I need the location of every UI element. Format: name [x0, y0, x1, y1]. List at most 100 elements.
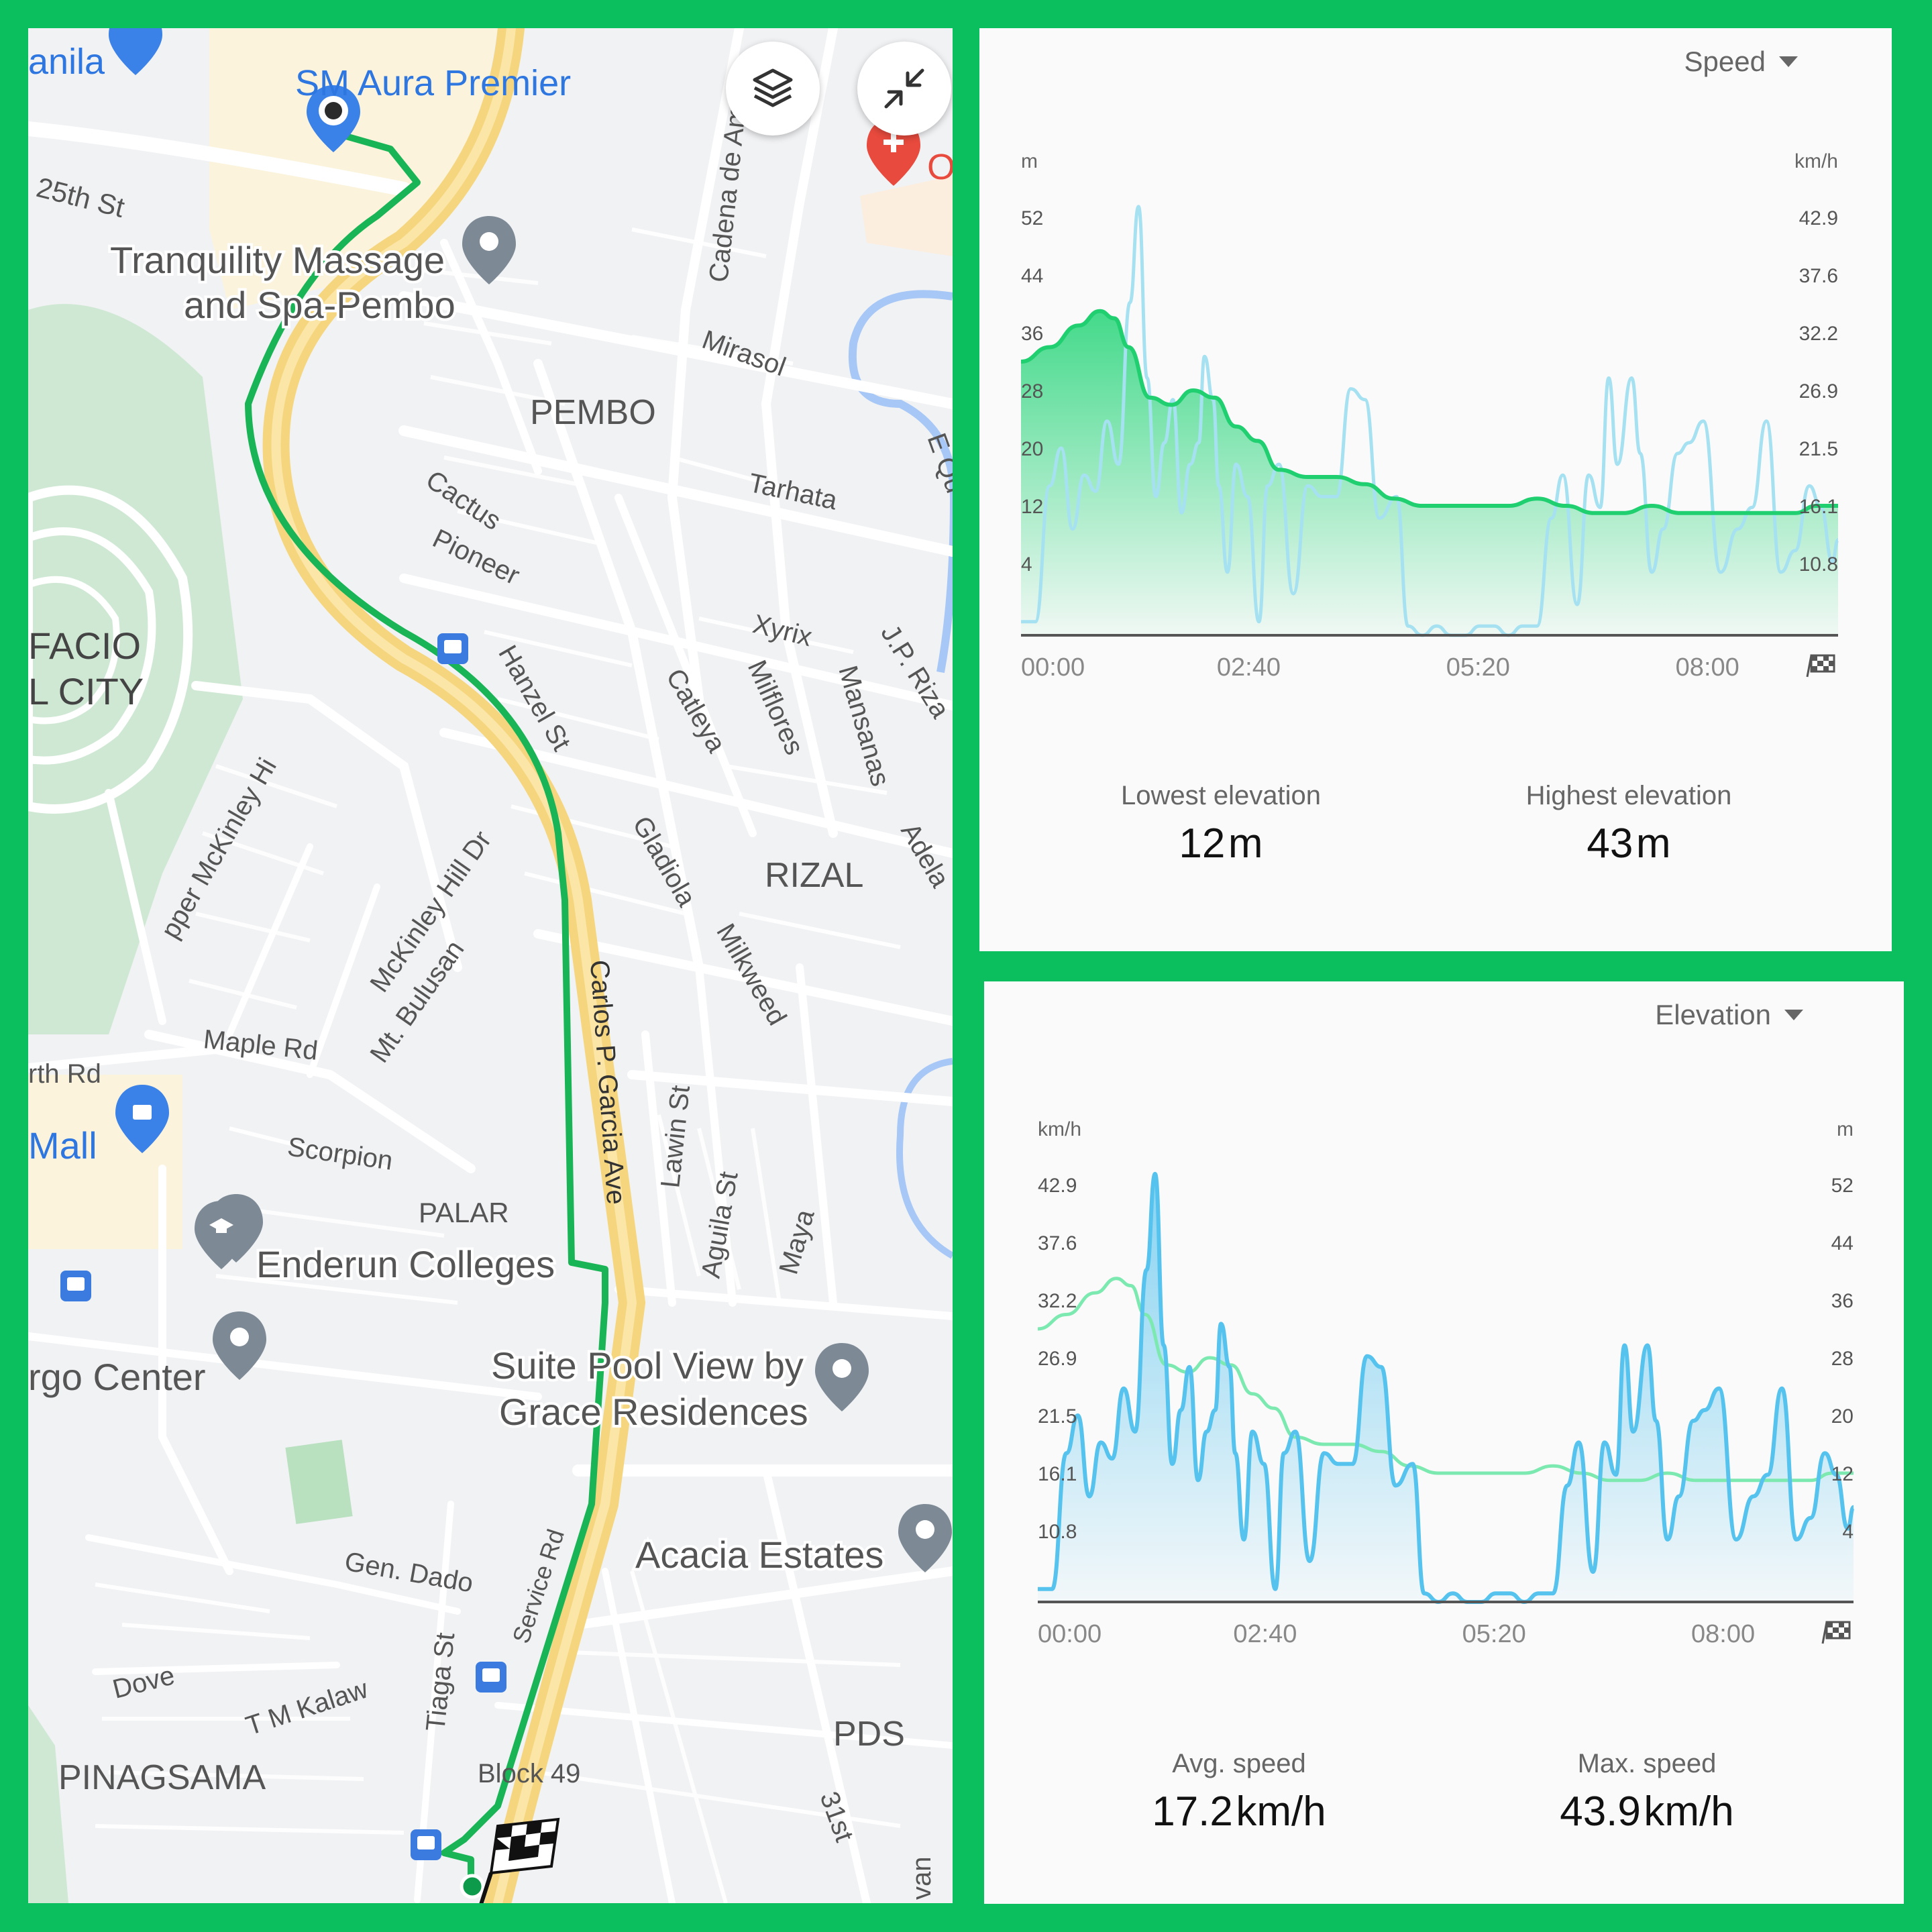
y-left-tick: 4: [1021, 553, 1032, 576]
highway-center: [271, 28, 637, 1903]
y-left-tick: 42.9: [1038, 1175, 1077, 1197]
y-right-tick: 20: [1831, 1405, 1854, 1428]
label-facio: FACIO: [28, 625, 141, 667]
street-xyrix: Xyrix: [750, 609, 815, 652]
collapse-map-button[interactable]: [857, 42, 951, 136]
y-left-tick: 28: [1021, 380, 1043, 402]
layers-icon: [753, 68, 793, 107]
speed-chart-panel: Elevation km/h m 42.9 37.6 32.2 26.9 21.5 16.1 1…: [984, 981, 1904, 1904]
elevation-series-line: [1020, 309, 1838, 515]
label-city: L CITY: [28, 670, 144, 712]
elevation-dropdown[interactable]: Elevation: [1655, 999, 1803, 1031]
x-tick: 00:00: [1021, 653, 1085, 682]
y-right-unit: km/h: [1794, 150, 1838, 172]
shopping-pin-icon[interactable]: [115, 1085, 169, 1153]
label-pembo: PEMBO: [530, 393, 656, 432]
y-right-tick: 21.5: [1799, 438, 1838, 460]
label-pinagsama: PINAGSAMA: [58, 1758, 266, 1797]
street-e-qu: E Qu: [922, 429, 953, 497]
speed-series-line: [1037, 1171, 1856, 1605]
map-canvas[interactable]: SM Aura Premier anila Tranquility Massag…: [28, 28, 953, 1903]
y-left-tick: 32.2: [1038, 1290, 1077, 1312]
speed-area: [1038, 1173, 1854, 1602]
label-mall: Mall: [28, 1124, 97, 1167]
park-paths: [28, 485, 193, 814]
street-maya: Maya: [773, 1206, 820, 1278]
y-right-tick: 4: [1842, 1521, 1854, 1543]
label-suite-2: Grace Residences: [499, 1391, 808, 1433]
layers-button[interactable]: [726, 42, 820, 136]
x-tick: 08:00: [1676, 653, 1739, 682]
speed-dropdown[interactable]: Speed: [1684, 46, 1798, 78]
bus-stop-icon[interactable]: [411, 1829, 441, 1860]
minor-streets: [95, 227, 901, 1903]
y-left-tick: 44: [1021, 265, 1043, 287]
x-tick: 02:40: [1233, 1620, 1297, 1648]
label-pds: PDS: [833, 1715, 905, 1754]
y-left-tick: 36: [1021, 323, 1043, 345]
school-pin-icon[interactable]: [195, 1201, 248, 1269]
label-manila: anila: [28, 42, 105, 82]
park-area: [28, 1705, 68, 1903]
label-hospital: O: [927, 147, 953, 187]
street-tiaga: Tiaga St: [421, 1631, 460, 1733]
street-lawin: Lawin St: [655, 1084, 696, 1189]
street-dove: Dove: [110, 1660, 178, 1704]
elevation-chart: m km/h 52 44 36 28 20 12 4 42.9 37.6 32.2 26.9 21.5 16…: [1020, 150, 1840, 682]
place-pin-icon[interactable]: [815, 1343, 869, 1411]
y-right-tick: 52: [1831, 1175, 1854, 1197]
stat-label-avg-speed: Avg. speed: [1172, 1749, 1306, 1778]
street-tm-kalaw: T M Kalaw: [242, 1674, 372, 1741]
park-area: [28, 304, 243, 1035]
chevron-down-icon: [1779, 56, 1798, 67]
start-pin-icon[interactable]: [307, 85, 360, 152]
river: [896, 1058, 953, 1259]
label-suite-1: Suite Pool View by: [491, 1344, 804, 1387]
bus-stop-icon[interactable]: [60, 1271, 91, 1301]
label-acacia: Acacia Estates: [635, 1534, 883, 1576]
x-tick: 05:20: [1462, 1620, 1526, 1648]
finish-flag-icon: [1806, 654, 1835, 678]
street-maple: Maple Rd: [202, 1024, 319, 1066]
street-gladiola: Gladiola: [627, 812, 702, 912]
y-left-tick: 16.1: [1038, 1463, 1077, 1485]
map-labels: SM Aura Premier anila Tranquility Massag…: [28, 42, 953, 1900]
street-block49: Block 49: [478, 1759, 580, 1788]
street-mansanas: Mansanas: [833, 662, 895, 790]
speed-chart: km/h m 42.9 37.6 32.2 26.9 21.5 16.1 10.8 52 44 36 2…: [1037, 1118, 1856, 1648]
place-pin-icon[interactable]: [898, 1504, 952, 1572]
y-left-unit: m: [1021, 150, 1038, 172]
commercial-area: [860, 176, 953, 256]
stat-value-max-speed: 43.9 km/h: [1560, 1788, 1734, 1835]
street-25th: 25th St: [34, 171, 128, 223]
street-grid: [28, 28, 953, 1903]
y-right-tick: 16.1: [1799, 496, 1838, 518]
y-left-tick: 10.8: [1038, 1521, 1077, 1543]
y-left-tick: 12: [1021, 496, 1043, 518]
elevation-chart-panel: Speed m km/h 52 44 36 28 20 12 4 42.9 37.6 32.2 26.9…: [979, 28, 1892, 951]
y-left-unit: km/h: [1038, 1118, 1081, 1140]
y-right-tick: 12: [1831, 1463, 1854, 1485]
y-left-tick: 52: [1021, 207, 1043, 229]
y-right-tick: 42.9: [1799, 207, 1838, 229]
x-tick: 08:00: [1691, 1620, 1755, 1648]
place-pin-icon[interactable]: [462, 216, 516, 284]
finish-flag-icon: [479, 1817, 560, 1903]
park-area: [285, 1440, 353, 1524]
stat-label-lowest-elevation: Lowest elevation: [1121, 781, 1321, 810]
y-right-unit: m: [1837, 1118, 1854, 1140]
y-right-tick: 32.2: [1799, 323, 1838, 345]
elevation-series-line: [1037, 1277, 1854, 1483]
place-pin-icon[interactable]: [213, 1311, 266, 1380]
x-tick: 02:40: [1217, 653, 1281, 682]
stat-label-max-speed: Max. speed: [1577, 1749, 1717, 1778]
label-rizal: RIZAL: [765, 856, 863, 895]
street-scorpion: Scorpion: [286, 1132, 394, 1176]
bus-stop-icon[interactable]: [437, 633, 468, 664]
chevron-down-icon: [1784, 1010, 1803, 1020]
park-paths: [28, 527, 156, 765]
map-view[interactable]: SM Aura Premier anila Tranquility Massag…: [28, 28, 953, 1903]
bus-stop-icon[interactable]: [476, 1662, 506, 1693]
label-cargo: rgo Center: [28, 1356, 206, 1398]
shopping-pin-icon[interactable]: [109, 28, 162, 75]
